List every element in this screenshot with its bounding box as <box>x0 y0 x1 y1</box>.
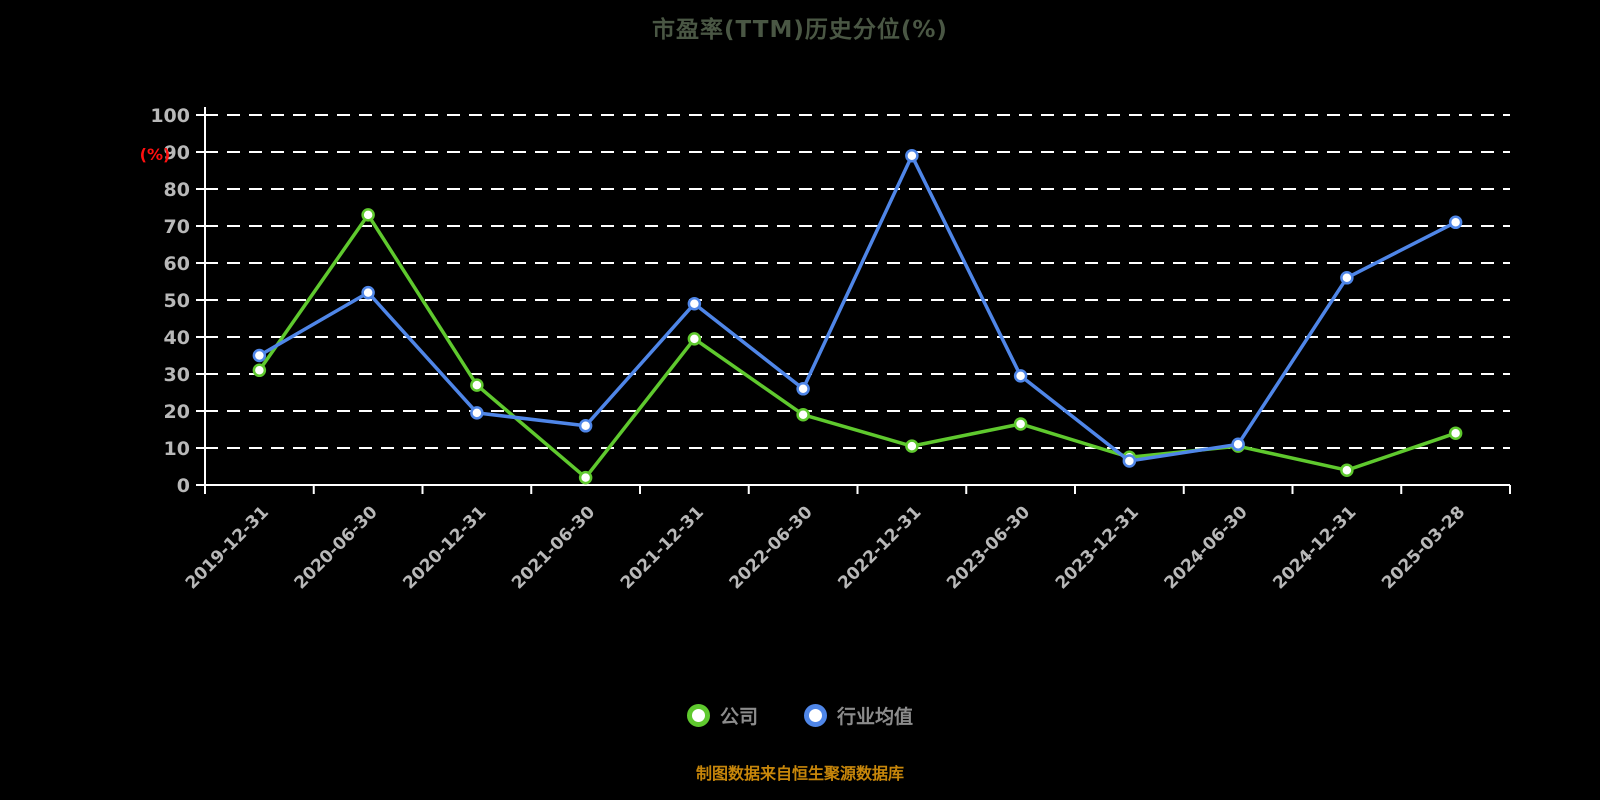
y-tick-label: 0 <box>177 475 190 497</box>
y-tick-label: 70 <box>164 216 190 238</box>
data-point-marker <box>578 470 593 485</box>
y-tick-label: 60 <box>164 253 190 275</box>
data-point-marker <box>361 285 375 300</box>
legend-label-company: 公司 <box>719 706 758 728</box>
y-tick-label: 40 <box>164 327 190 349</box>
x-tick-label: 2020-06-30 <box>291 502 382 593</box>
y-tick-label: 90 <box>164 142 190 164</box>
y-tick-label: 50 <box>164 290 190 312</box>
data-point-marker <box>796 407 810 422</box>
series-line-1 <box>257 153 1458 463</box>
data-point-marker <box>361 208 375 222</box>
data-point-marker <box>1013 417 1028 431</box>
x-tick-label: 2022-12-31 <box>834 502 925 593</box>
data-point-marker <box>252 348 267 363</box>
data-point-marker <box>1448 215 1463 230</box>
y-tick-label: 20 <box>164 401 190 423</box>
company-series-marker-icon <box>686 704 710 727</box>
y-tick-label: 30 <box>164 364 190 386</box>
data-point-marker <box>905 439 919 453</box>
data-point-marker <box>252 363 267 378</box>
x-tick-label: 2021-12-31 <box>617 502 708 593</box>
data-point-marker <box>1340 463 1354 477</box>
chart-title: 市盈率(TTM)历史分位(%) <box>652 17 948 43</box>
y-axis-unit-label: (%) <box>140 145 171 164</box>
legend-item-company[interactable]: 公司 <box>686 702 758 729</box>
data-point-marker <box>1340 271 1354 285</box>
legend-label-industry-average: 行业均值 <box>837 706 914 728</box>
x-tick-label: 2024-12-31 <box>1269 502 1360 593</box>
x-tick-label: 2024-06-30 <box>1161 502 1252 593</box>
x-tick-label: 2023-12-31 <box>1052 502 1143 593</box>
data-point-marker <box>687 332 702 346</box>
x-tick-label: 2019-12-31 <box>182 502 273 593</box>
y-tick-label: 10 <box>164 438 190 460</box>
data-point-marker <box>1013 369 1028 383</box>
x-tick-label: 2020-12-31 <box>399 502 490 593</box>
data-point-marker <box>470 378 484 392</box>
industry-average-series-marker-icon <box>804 704 827 727</box>
data-point-marker <box>470 406 484 420</box>
x-tick-label: 2025-03-28 <box>1378 502 1469 593</box>
data-point-marker <box>687 296 702 311</box>
data-point-marker <box>796 382 810 396</box>
x-tick-label: 2023-06-30 <box>943 502 1034 593</box>
x-tick-label: 2022-06-30 <box>726 502 817 593</box>
data-point-marker <box>905 148 919 163</box>
y-tick-label: 100 <box>150 105 190 127</box>
legend-item-industry-average[interactable]: 行业均值 <box>804 702 913 729</box>
data-point-marker <box>578 419 593 433</box>
chart-legend: 公司 行业均值 <box>0 702 1600 729</box>
series-line-0 <box>257 213 1458 480</box>
x-tick-label: 2021-06-30 <box>508 502 599 593</box>
data-source-note: 制图数据来自恒生聚源数据库 <box>695 764 904 783</box>
data-point-marker <box>1122 454 1137 468</box>
data-point-marker <box>1231 437 1245 452</box>
data-point-marker <box>1448 426 1463 440</box>
y-tick-label: 80 <box>164 179 190 201</box>
